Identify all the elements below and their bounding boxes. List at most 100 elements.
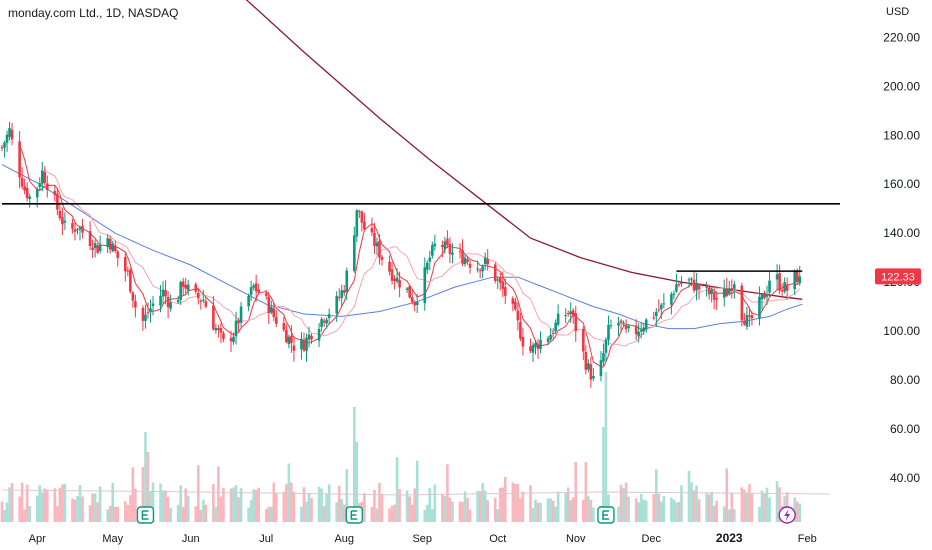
candle-body — [237, 320, 240, 324]
dividend-event-marker[interactable] — [778, 506, 796, 524]
price-tick-label: 220.00 — [883, 30, 920, 44]
earnings-marker[interactable] — [136, 506, 155, 524]
candle-body — [654, 311, 658, 317]
volume-bar — [768, 497, 771, 522]
time-tick-label: May — [102, 533, 123, 545]
candle-body — [169, 302, 172, 309]
candle-body — [363, 221, 366, 230]
volume-bar — [637, 502, 640, 522]
candle-body — [28, 196, 31, 199]
volume-bar — [730, 493, 734, 522]
candle-body — [564, 315, 567, 317]
candle-body — [18, 141, 21, 178]
volume-bar — [415, 460, 419, 522]
candle-body — [370, 227, 374, 233]
candle-body — [624, 325, 628, 330]
volume-bar — [194, 506, 198, 522]
volume-bar — [375, 508, 379, 522]
candle-body — [282, 323, 286, 330]
volume-bar — [589, 499, 593, 522]
candle-body — [81, 225, 84, 233]
candle-body — [337, 297, 341, 299]
candle-body — [448, 243, 452, 254]
candle-body — [660, 304, 663, 310]
volume-bar — [78, 484, 82, 522]
volume-bar — [380, 494, 384, 522]
candle-body — [144, 314, 147, 321]
volume-bar — [727, 509, 731, 522]
price-axis[interactable]: 220.00200.00180.00160.00140.00120.00100.… — [883, 30, 920, 485]
volume-bar — [337, 485, 341, 522]
candle-body — [712, 292, 716, 300]
candle-body — [531, 344, 535, 353]
horizontal-lines[interactable] — [2, 203, 840, 272]
candle-body — [390, 269, 394, 281]
time-tick-label: Feb — [798, 533, 817, 545]
candle-body — [778, 273, 781, 291]
time-tick-label: Apr — [29, 533, 46, 545]
volume-bar — [627, 496, 630, 522]
volume-bar — [264, 508, 268, 522]
candle-body — [71, 223, 74, 229]
candle-body — [697, 285, 701, 290]
candle-body — [129, 269, 132, 292]
candle-body — [730, 288, 734, 292]
candle-body — [159, 295, 162, 306]
volume-bar — [697, 499, 701, 522]
candle-body — [325, 319, 328, 324]
candle-body — [493, 264, 497, 281]
candle-body — [446, 238, 449, 245]
earnings-marker[interactable] — [345, 506, 364, 524]
candle-body — [78, 227, 82, 230]
candle-body — [519, 321, 522, 339]
volume-bar — [763, 493, 766, 522]
volume-bar — [677, 502, 681, 522]
candle-body — [652, 317, 656, 319]
candle-body — [551, 332, 555, 334]
candle-body — [88, 231, 92, 247]
time-axis[interactable]: Apr May Jun Jul Aug Sep Oct Nov Dec 2023 Feb — [29, 531, 817, 545]
volume-bar — [765, 487, 769, 522]
candle-body — [637, 331, 640, 337]
candle-body — [642, 327, 646, 332]
lightning-glyph — [784, 509, 791, 521]
candle-body — [161, 289, 165, 297]
event-markers[interactable] — [136, 506, 796, 524]
volume-bar — [448, 497, 452, 522]
volume-bar — [56, 506, 59, 522]
volume-bar — [40, 492, 44, 522]
volume-bar — [282, 491, 286, 522]
candle-body — [38, 183, 42, 187]
candle-body — [516, 310, 520, 321]
volume-bar — [126, 504, 130, 522]
candle-body — [380, 256, 384, 260]
candle-body — [451, 252, 454, 255]
candle-body — [677, 284, 681, 286]
volume-bar — [134, 488, 137, 522]
volume-bar — [642, 499, 646, 522]
volume-bar — [239, 488, 243, 522]
volume-bar — [468, 509, 472, 522]
volume-bar — [8, 487, 11, 522]
candle-body — [410, 297, 414, 303]
earnings-marker[interactable] — [597, 506, 615, 524]
candle-body — [199, 300, 203, 302]
candle-body — [463, 258, 467, 265]
volume-bar — [795, 501, 799, 522]
volume-bar — [798, 503, 802, 522]
candle-body — [763, 292, 766, 299]
volume-ma-line — [1, 489, 831, 496]
volume-bar — [28, 505, 31, 522]
candle-body — [743, 321, 746, 325]
candle-body — [670, 294, 673, 305]
candle-body — [587, 363, 590, 370]
volume-bar — [461, 501, 464, 522]
candle-body — [740, 285, 744, 321]
candle-body — [141, 307, 145, 321]
volume-bar — [501, 487, 505, 522]
volume-bar — [634, 498, 638, 522]
volume-bar — [63, 483, 67, 522]
volume-bar — [310, 498, 313, 522]
candle-body — [113, 245, 117, 251]
